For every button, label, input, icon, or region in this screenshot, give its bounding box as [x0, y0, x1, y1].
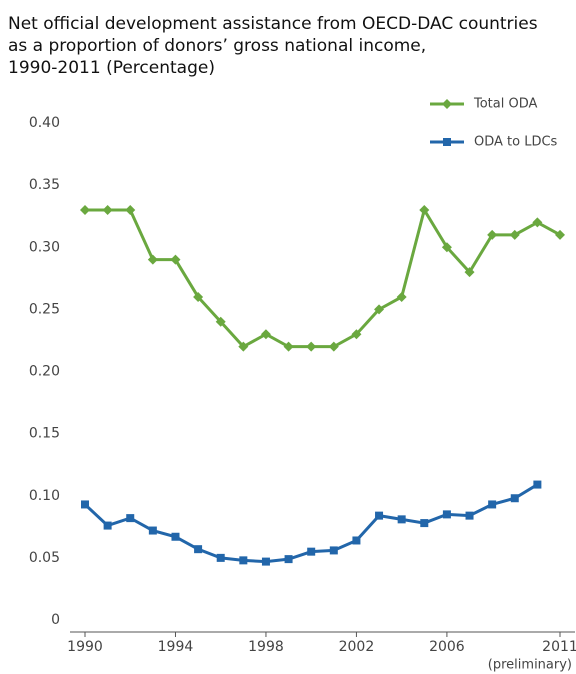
point: [103, 521, 112, 530]
y-tick-label: 0.40: [29, 115, 60, 131]
point: [148, 526, 157, 535]
point: [216, 553, 225, 562]
x-tick-label: 2002: [339, 639, 375, 655]
x-tick-label: 2011: [542, 639, 576, 655]
point: [193, 291, 204, 302]
x-tick-label: 1990: [67, 639, 103, 655]
point: [261, 557, 270, 566]
chart-title: as a proportion of donors’ gross nationa…: [8, 36, 426, 56]
point: [465, 511, 474, 520]
point: [555, 229, 565, 240]
point: [80, 204, 90, 215]
point: [487, 229, 498, 240]
chart-title: 1990-2011 (Percentage): [8, 58, 215, 78]
point: [126, 514, 135, 523]
y-tick-label: 0.20: [29, 364, 60, 380]
legend-marker: [443, 138, 451, 146]
point: [260, 329, 271, 340]
point: [352, 536, 361, 545]
point: [328, 341, 339, 352]
point: [441, 242, 452, 253]
point: [215, 316, 226, 327]
point: [442, 510, 451, 519]
point: [419, 204, 430, 215]
legend-marker: [442, 99, 452, 109]
y-tick-label: 0.35: [29, 177, 60, 193]
y-tick-label: 0.25: [29, 301, 60, 317]
point: [125, 204, 136, 215]
point: [420, 519, 429, 528]
y-tick-label: 0.10: [29, 488, 60, 504]
point: [375, 511, 384, 520]
point: [510, 494, 519, 503]
y-tick-label: 0.30: [29, 239, 60, 255]
x-tick-label: 2006: [429, 639, 465, 655]
point: [284, 555, 293, 564]
point: [464, 267, 475, 278]
point: [170, 254, 181, 265]
point: [396, 291, 407, 302]
point: [306, 341, 317, 352]
point: [194, 545, 203, 554]
point: [488, 500, 497, 509]
point: [171, 532, 180, 541]
point: [238, 341, 249, 352]
x-tick-note: (preliminary): [488, 658, 572, 673]
y-tick-label: 0.05: [29, 550, 60, 566]
x-tick-label: 1998: [248, 639, 284, 655]
point: [283, 341, 294, 352]
point: [81, 500, 89, 509]
y-tick-label: 0: [51, 612, 60, 628]
point: [307, 547, 316, 556]
point: [239, 556, 248, 565]
title: Net official development assistance from…: [8, 14, 538, 78]
point: [532, 217, 543, 228]
legend-label: Total ODA: [473, 97, 538, 112]
point: [329, 546, 338, 555]
point: [102, 204, 113, 215]
y-tick-label: 0.15: [29, 426, 60, 442]
series-line: [85, 206, 561, 349]
legend-label: ODA to LDCs: [474, 135, 558, 150]
point: [374, 304, 385, 315]
point: [351, 329, 362, 340]
x-tick-label: 1994: [158, 639, 194, 655]
point: [533, 480, 542, 489]
point: [147, 254, 158, 265]
chart-title: Net official development assistance from…: [8, 14, 538, 34]
point: [509, 229, 520, 240]
point: [397, 515, 406, 524]
